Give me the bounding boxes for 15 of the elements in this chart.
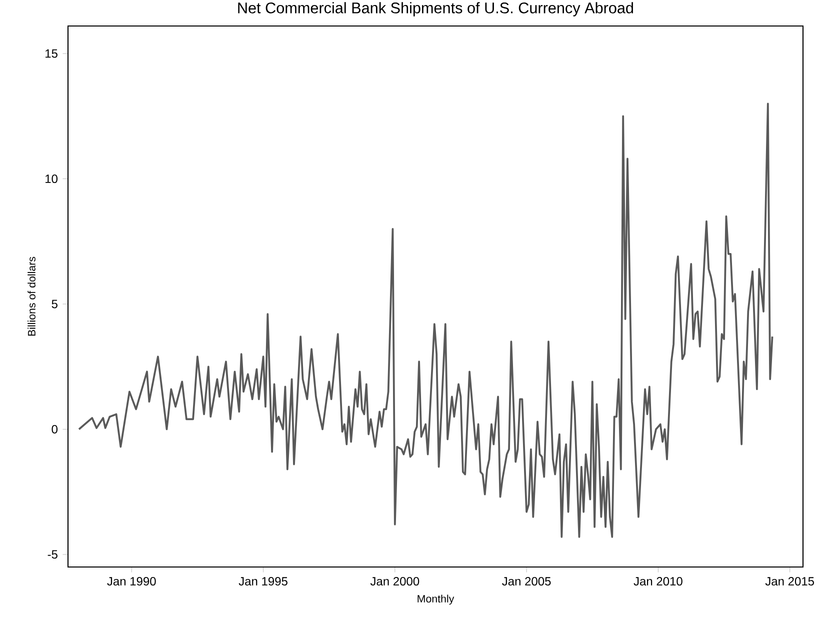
y-tick-label: -5 — [48, 550, 58, 559]
y-tick-label: 15 — [46, 49, 58, 58]
y-axis-title: Billions of dollars — [28, 256, 36, 336]
y-tick-label: 5 — [52, 300, 58, 308]
x-tick-label: Jan 2000 — [370, 577, 420, 586]
line-series — [78, 102, 774, 538]
x-tick-label: Jan 2010 — [634, 577, 682, 586]
x-tick-label: Jan 1990 — [107, 577, 156, 586]
x-axis-title: Monthly — [418, 594, 454, 605]
x-tick-label: Jan 1995 — [238, 577, 288, 586]
y-tick-label: 0 — [52, 424, 58, 434]
x-tick-label: Jan 2005 — [502, 577, 551, 586]
chart-title: Net Commercial Bank Shipments of U.S. Currency Abroad — [238, 2, 633, 16]
y-tick-label: 10 — [46, 174, 58, 184]
x-tick-label: Jan 2015 — [765, 577, 814, 586]
